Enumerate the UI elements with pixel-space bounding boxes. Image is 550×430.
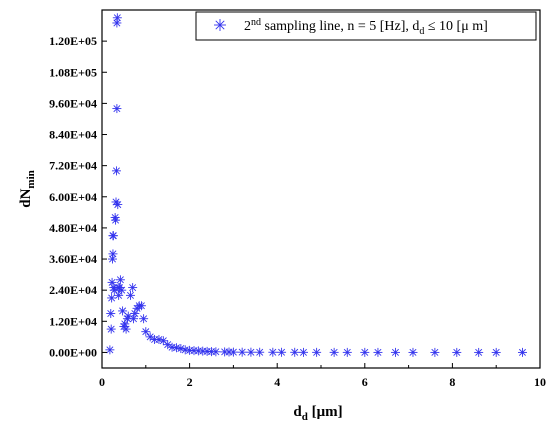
x-tick-label: 2 [187, 375, 193, 389]
data-point [121, 324, 131, 334]
data-point [255, 347, 265, 357]
data-point [111, 197, 121, 207]
data-point [111, 215, 121, 225]
y-tick-label: 0.00E+00 [49, 345, 97, 359]
legend-asterisk-icon [214, 19, 226, 31]
data-point [118, 306, 128, 316]
data-point [123, 311, 133, 321]
data-point [312, 347, 322, 357]
data-point [180, 345, 190, 355]
y-tick-label: 6.00E+04 [49, 190, 97, 204]
plot-frame [101, 9, 541, 369]
y-axis-title: dNmin [18, 170, 37, 208]
data-point [390, 347, 400, 357]
data-point [474, 347, 484, 357]
y-tick-label: 1.08E+05 [49, 65, 97, 79]
data-point [117, 285, 127, 295]
data-point [154, 334, 164, 344]
data-point [113, 200, 123, 210]
legend-marker-icon [214, 19, 226, 31]
data-point [112, 104, 122, 114]
data-point [139, 314, 149, 324]
x-tick-label: 4 [274, 375, 280, 389]
data-point [298, 347, 308, 357]
data-point [129, 314, 139, 324]
y-axis-ticks: 0.00E+00 1.20E+04 2.40E+04 3.60E+04 4.80E+04… [49, 34, 107, 359]
data-point [115, 275, 125, 285]
y-tick-label: 4.80E+04 [49, 221, 97, 235]
data-point [108, 231, 118, 241]
x-tick-label: 10 [534, 375, 546, 389]
x-axis-ticks: 0 2 4 6 8 10 [99, 363, 546, 389]
legend: 2nd sampling line, n = 5 [Hz], dd ≤ 10 [… [195, 11, 537, 41]
data-points [105, 13, 527, 357]
data-point [106, 309, 116, 319]
y-tick-label: 1.20E+04 [49, 314, 97, 328]
data-point [136, 301, 146, 311]
data-point [452, 347, 462, 357]
data-point [114, 290, 124, 300]
y-tick-label: 1.20E+05 [49, 34, 97, 48]
data-point [111, 166, 121, 176]
data-point [342, 347, 352, 357]
data-point [329, 347, 339, 357]
data-point [290, 347, 300, 357]
data-point [106, 324, 116, 334]
data-point [360, 347, 370, 357]
y-tick-label: 8.40E+04 [49, 128, 97, 142]
data-point [125, 290, 135, 300]
data-point [112, 13, 122, 23]
y-tick-label: 9.60E+04 [49, 96, 97, 110]
data-point [430, 347, 440, 357]
legend-text: 2nd sampling line, n = 5 [Hz], dd ≤ 10 [… [244, 17, 488, 37]
data-point [268, 347, 278, 357]
data-point [105, 345, 115, 355]
data-point [228, 347, 238, 357]
x-tick-label: 8 [449, 375, 455, 389]
y-tick-label: 2.40E+04 [49, 283, 97, 297]
y-tick-label: 3.60E+04 [49, 252, 97, 266]
data-point [108, 249, 118, 259]
x-tick-label: 6 [362, 375, 368, 389]
data-point [141, 327, 151, 337]
data-point [167, 342, 177, 352]
data-point [408, 347, 418, 357]
data-point [163, 340, 173, 350]
x-tick-label: 0 [99, 375, 105, 389]
legend-box [195, 11, 537, 41]
x-axis-title: dd [μm] [293, 404, 342, 423]
data-point [145, 332, 155, 342]
data-point [107, 293, 117, 303]
data-point [491, 347, 501, 357]
data-point [277, 347, 287, 357]
data-point [237, 347, 247, 357]
data-point [517, 347, 527, 357]
data-point [373, 347, 383, 357]
data-point [128, 283, 138, 293]
data-point [246, 347, 256, 357]
data-point [211, 347, 221, 357]
y-tick-label: 7.20E+04 [49, 159, 97, 173]
